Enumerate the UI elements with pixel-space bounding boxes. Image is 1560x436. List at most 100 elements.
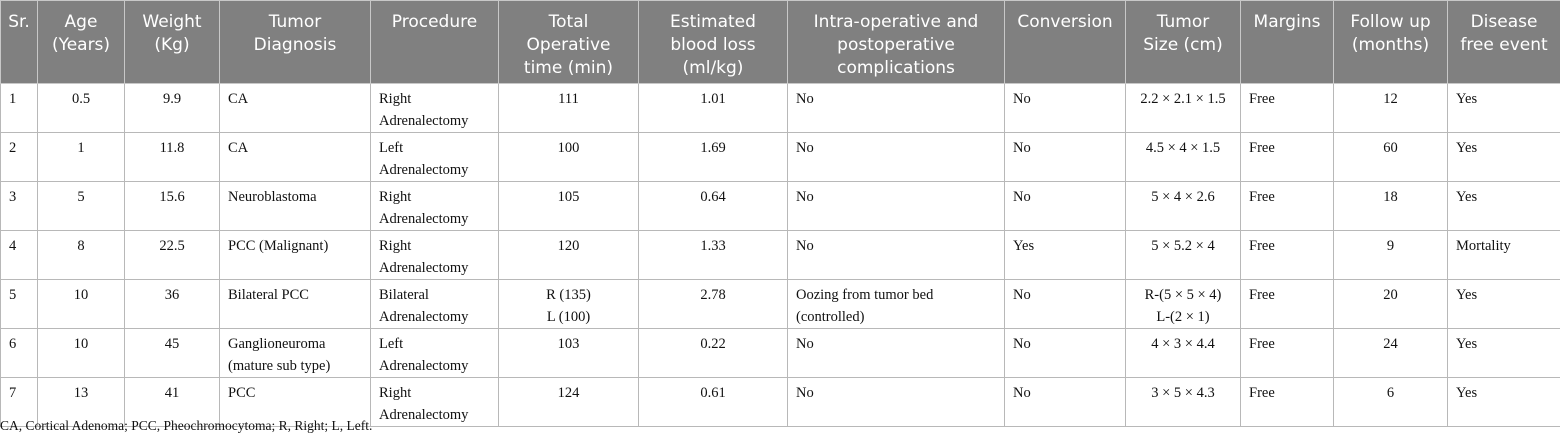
- cell-line: time (min): [523, 58, 614, 78]
- cell-line: Left: [379, 140, 404, 156]
- table-cell: Mortality: [1447, 230, 1560, 280]
- column-header: Age (Years): [37, 0, 125, 84]
- column-header: Disease free event: [1447, 0, 1560, 84]
- table-cell: CA: [219, 132, 371, 182]
- column-header: Tumor Diagnosis: [219, 0, 371, 84]
- table-cell: Free: [1240, 230, 1334, 280]
- cell-line: Adrenalectomy: [379, 309, 469, 325]
- table-cell: No: [1004, 377, 1126, 427]
- cell-line: Tumor: [268, 12, 322, 32]
- table-cell: No: [1004, 132, 1126, 182]
- table-cell: Oozing from tumor bed (controlled): [787, 279, 1005, 329]
- table-cell: No: [1004, 181, 1126, 231]
- cell-line: Adrenalectomy: [379, 260, 469, 276]
- table-cell: 1.01: [638, 83, 788, 133]
- table-cell: No: [1004, 328, 1126, 378]
- table-cell: Free: [1240, 83, 1334, 133]
- cell-line: Adrenalectomy: [379, 358, 469, 374]
- table-cell: 3 × 5 × 4.3: [1125, 377, 1241, 427]
- table-cell: No: [787, 377, 1005, 427]
- cell-line: Adrenalectomy: [379, 113, 469, 129]
- table-cell: No: [1004, 83, 1126, 133]
- table-cell: 5: [37, 181, 125, 231]
- cell-line: (mature sub type): [228, 358, 331, 374]
- table-row: 1 0.5 9.9 CA Right Adrenalectomy 111 1.01 No No 2.…: [0, 83, 1560, 133]
- cell-line: Ganglioneuroma: [228, 336, 326, 352]
- table-cell: 8: [37, 230, 125, 280]
- table-cell: 4: [0, 230, 38, 280]
- cell-line: Weight: [142, 12, 202, 32]
- table-cell: CA: [219, 83, 371, 133]
- table-cell: Free: [1240, 181, 1334, 231]
- table-header: Sr. Age (Years) Weight (Kg) Tumor Diagnosis Pro…: [0, 0, 1560, 84]
- table-cell: Ganglioneuroma (mature sub type): [219, 328, 371, 378]
- cell-line: (ml/kg): [682, 58, 744, 78]
- cell-line: Oozing from tumor bed: [796, 287, 934, 303]
- table-cell: 5 × 5.2 × 4: [1125, 230, 1241, 280]
- cell-line: blood loss: [670, 35, 756, 55]
- cell-line: postoperative: [837, 35, 955, 55]
- table-cell: 2.78: [638, 279, 788, 329]
- cell-line: Right: [379, 385, 412, 401]
- table-cell: 111: [498, 83, 639, 133]
- table-cell: 22.5: [124, 230, 220, 280]
- table-row: 2 1 11.8 CA Left Adrenalectomy 100 1.69 No No 4.5 …: [0, 132, 1560, 182]
- column-header: Weight (Kg): [124, 0, 220, 84]
- cell-line: Total: [548, 12, 589, 32]
- cell-line: Margins: [1253, 12, 1321, 32]
- table-cell: 1.69: [638, 132, 788, 182]
- table-cell: PCC (Malignant): [219, 230, 371, 280]
- table-cell: Free: [1240, 279, 1334, 329]
- table-cell: Yes: [1447, 328, 1560, 378]
- table-cell: No: [787, 83, 1005, 133]
- table-cell: Neuroblastoma: [219, 181, 371, 231]
- column-header: Estimated blood loss (ml/kg): [638, 0, 788, 84]
- table-cell: 4 × 3 × 4.4: [1125, 328, 1241, 378]
- table-cell: No: [1004, 279, 1126, 329]
- cell-line: L-(2 × 1): [1156, 309, 1210, 325]
- table-cell: 6: [1333, 377, 1448, 427]
- table-cell: Yes: [1447, 181, 1560, 231]
- table-cell: 9: [1333, 230, 1448, 280]
- table-cell: 36: [124, 279, 220, 329]
- table-cell: 0.22: [638, 328, 788, 378]
- cell-line: free event: [1460, 35, 1548, 55]
- cell-line: Procedure: [391, 12, 478, 32]
- column-header: Follow up (months): [1333, 0, 1448, 84]
- table-cell: 11.8: [124, 132, 220, 182]
- column-header: Procedure: [370, 0, 499, 84]
- table-cell: 7: [0, 377, 38, 427]
- table-cell: No: [787, 230, 1005, 280]
- table-cell: 103: [498, 328, 639, 378]
- table-cell: 15.6: [124, 181, 220, 231]
- header-row: Sr. Age (Years) Weight (Kg) Tumor Diagnosis Pro…: [0, 0, 1560, 84]
- cell-line: Age: [64, 12, 98, 32]
- table-cell: 124: [498, 377, 639, 427]
- table-cell: 5: [0, 279, 38, 329]
- table-cell: 0.64: [638, 181, 788, 231]
- table-cell: No: [787, 328, 1005, 378]
- table-cell: 9.9: [124, 83, 220, 133]
- cell-line: L (100): [546, 309, 591, 325]
- table-cell: 3: [0, 181, 38, 231]
- table-cell: Yes: [1447, 132, 1560, 182]
- table-row: 5 10 36 Bilateral PCC Bilateral Adrenalectomy…: [0, 279, 1560, 329]
- table-cell: Right Adrenalectomy: [370, 83, 499, 133]
- table-cell: 20: [1333, 279, 1448, 329]
- table-cell: 2: [0, 132, 38, 182]
- table-cell: Yes: [1447, 83, 1560, 133]
- table-cell: Bilateral Adrenalectomy: [370, 279, 499, 329]
- table-cell: 100: [498, 132, 639, 182]
- table-cell: Right Adrenalectomy: [370, 181, 499, 231]
- column-header: Conversion: [1004, 0, 1126, 84]
- table-cell: 120: [498, 230, 639, 280]
- table-cell: 10: [37, 328, 125, 378]
- cell-line: Adrenalectomy: [379, 407, 469, 423]
- cell-line: (controlled): [796, 309, 865, 325]
- cell-line: (months): [1351, 35, 1430, 55]
- table-cell: PCC: [219, 377, 371, 427]
- table-row: 4 8 22.5 PCC (Malignant) Right Adrenalectomy 1…: [0, 230, 1560, 280]
- cell-line: Follow up: [1350, 12, 1431, 32]
- table-cell: No: [787, 181, 1005, 231]
- cell-line: Conversion: [1017, 12, 1113, 32]
